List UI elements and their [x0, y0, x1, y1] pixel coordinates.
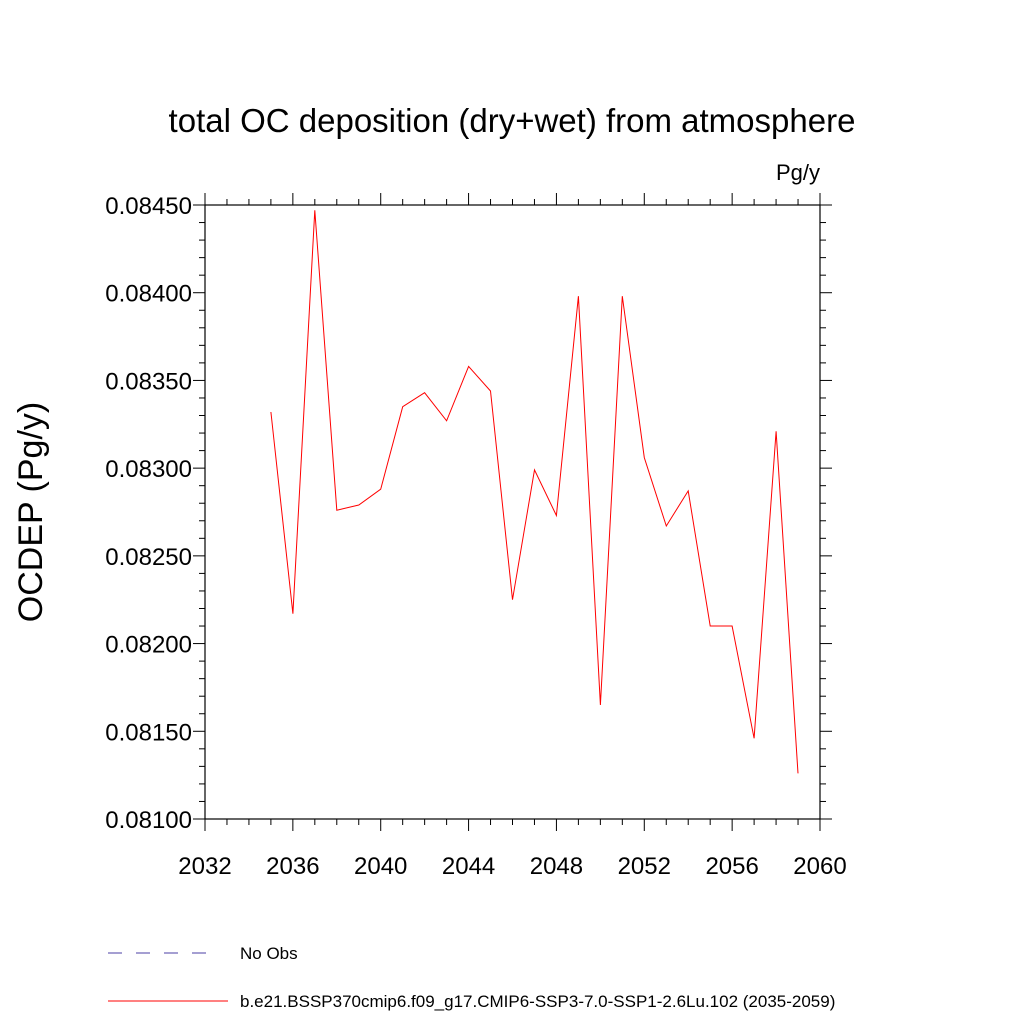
y-tick-label: 0.08100 — [105, 807, 192, 834]
x-tick-label: 2048 — [530, 853, 583, 880]
x-tick-label: 2040 — [354, 853, 407, 880]
y-tick-label: 0.08400 — [105, 281, 192, 308]
x-tick-label: 2036 — [266, 853, 319, 880]
y-axis-label: OCDEP (Pg/y) — [12, 402, 50, 622]
y-tick-labels: 0.08100 0.08150 0.08200 0.08250 0.08300 0.083… — [105, 193, 192, 834]
x-tick-label: 2052 — [618, 853, 671, 880]
units-label: Pg/y — [776, 160, 820, 185]
y-tick-label: 0.08150 — [105, 719, 192, 746]
series-line — [270, 210, 799, 774]
legend-label-no-obs: No Obs — [240, 944, 298, 963]
x-tick-label: 2032 — [178, 853, 231, 880]
legend: No Obs b.e21.BSSP370cmip6.f09_g17.CMIP6-… — [108, 944, 835, 1011]
y-tick-label: 0.08300 — [105, 456, 192, 483]
y-tick-label: 0.08350 — [105, 368, 192, 395]
series-layer — [270, 210, 799, 774]
x-tick-labels: 2032 2036 2040 2044 2048 2052 2056 2060 — [178, 853, 846, 880]
x-tick-label: 2060 — [793, 853, 846, 880]
y-tick-label: 0.08200 — [105, 632, 192, 659]
x-tick-label: 2044 — [442, 853, 495, 880]
chart-title: total OC deposition (dry+wet) from atmos… — [169, 102, 856, 139]
legend-label-model-run: b.e21.BSSP370cmip6.f09_g17.CMIP6-SSP3-7.… — [240, 992, 835, 1011]
plot-frame — [204, 204, 821, 820]
axis-ticks — [193, 193, 832, 831]
x-tick-label: 2056 — [705, 853, 758, 880]
y-tick-label: 0.08450 — [105, 193, 192, 220]
y-tick-label: 0.08250 — [105, 544, 192, 571]
